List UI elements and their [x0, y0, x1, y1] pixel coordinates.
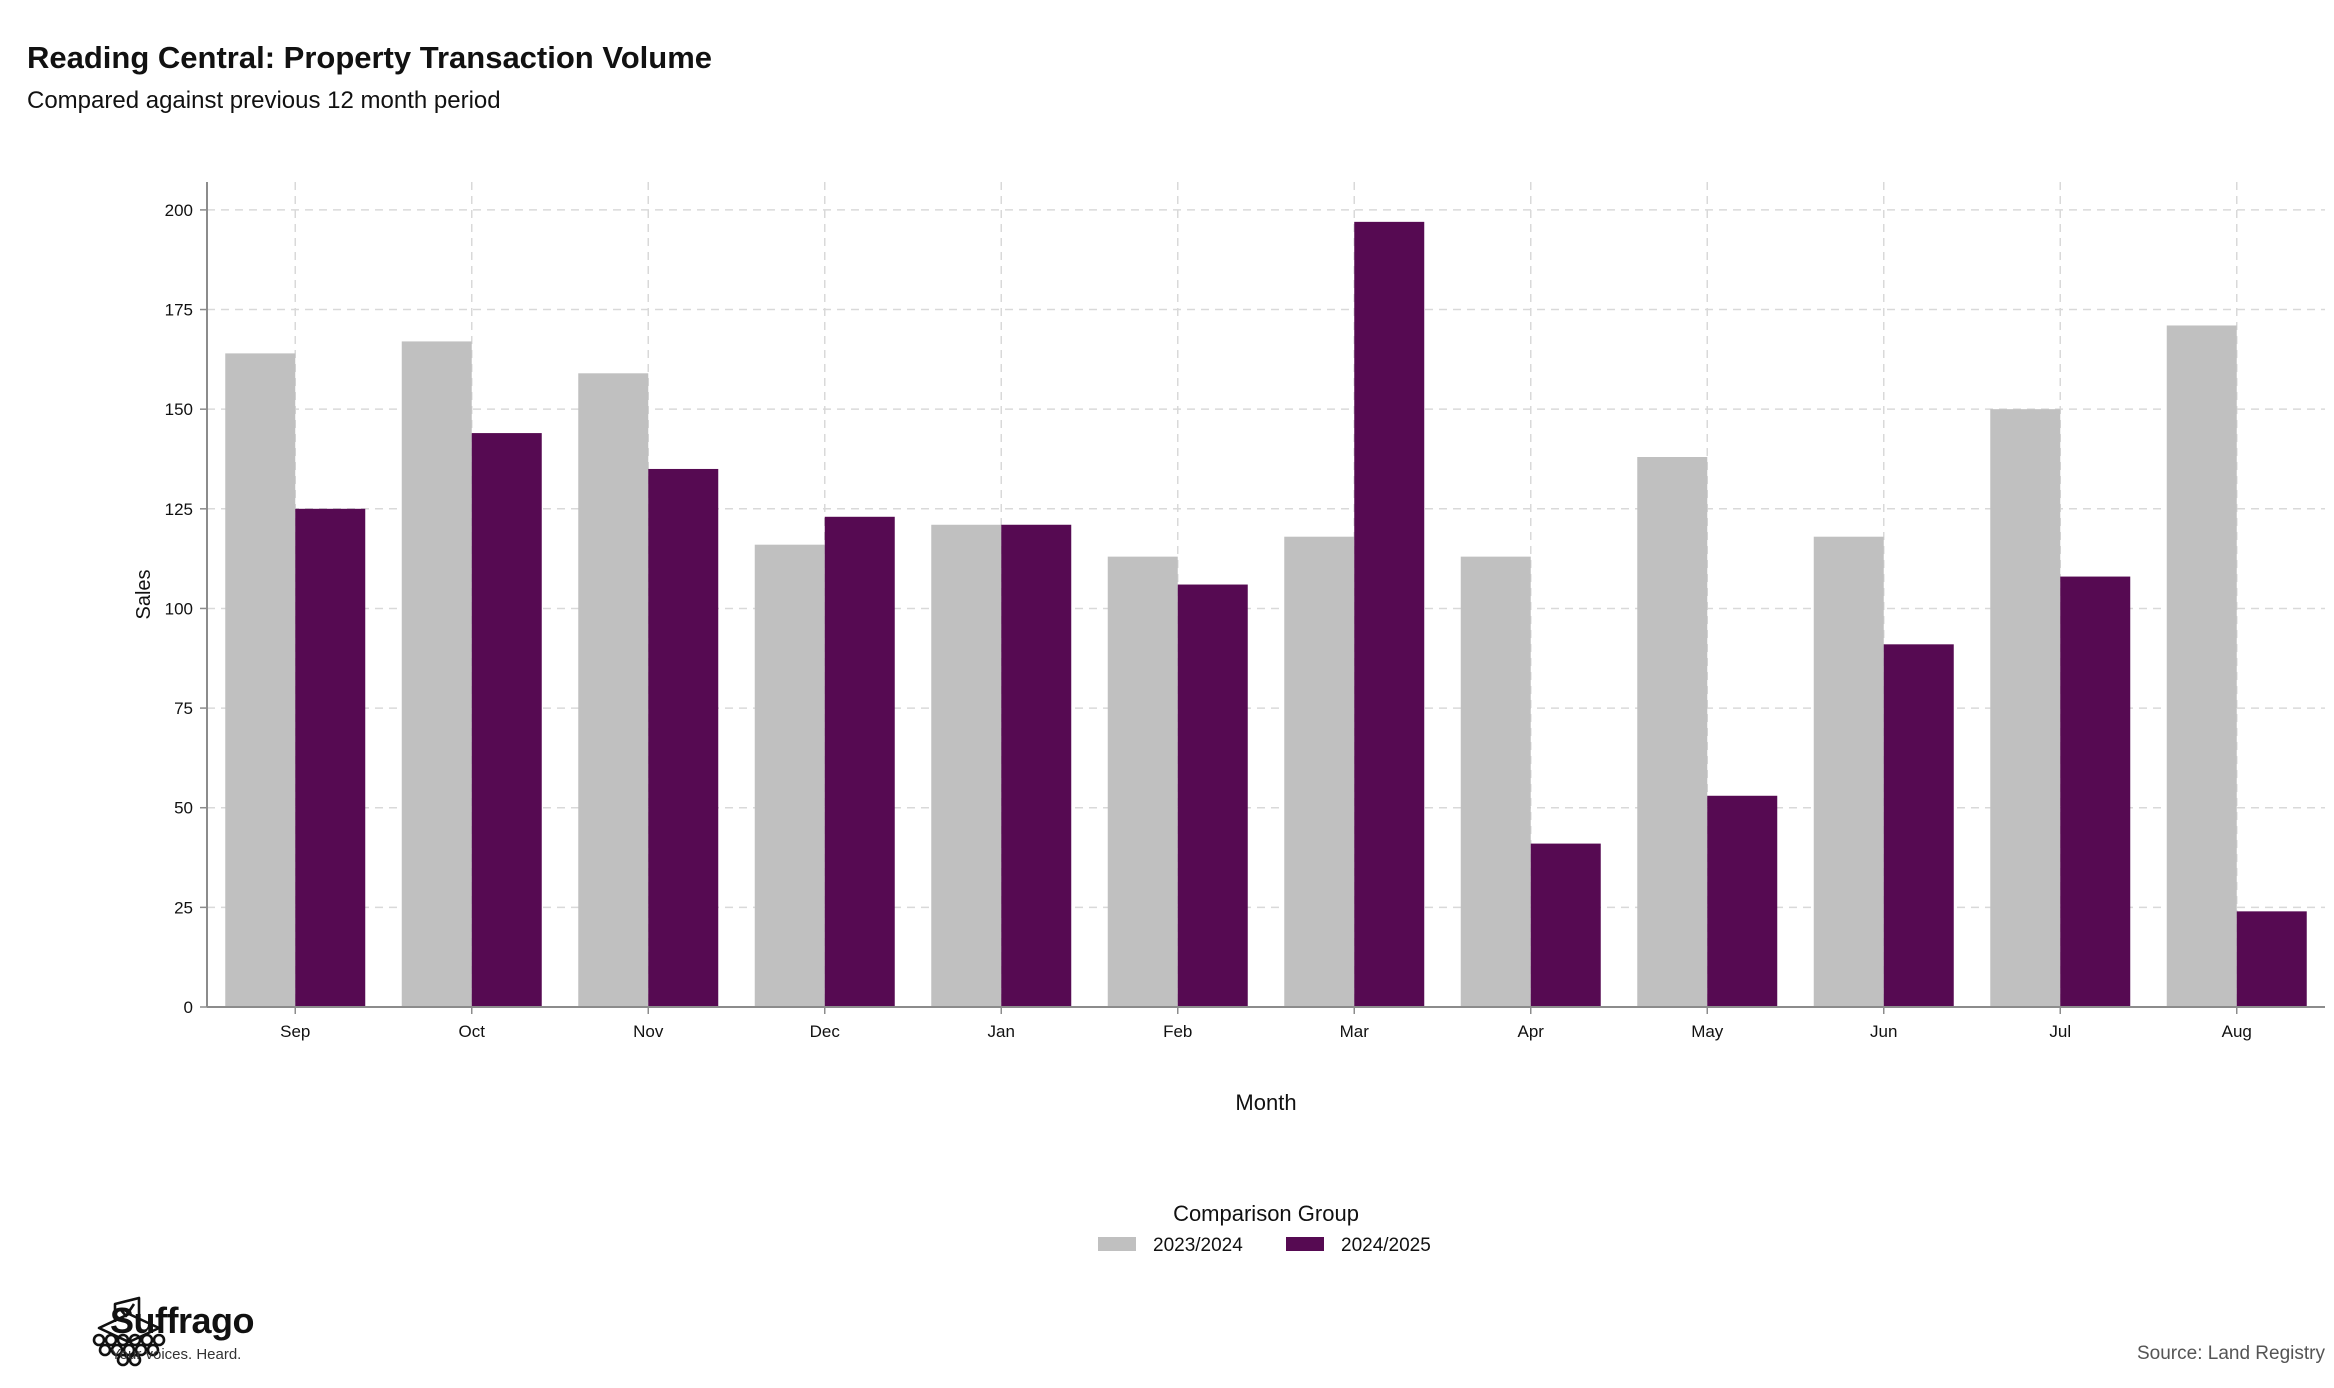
x-tick-label: May [1691, 1022, 1724, 1041]
bar-2023-2024 [401, 341, 472, 1007]
bar-2023-2024 [754, 544, 825, 1007]
bar-chart: 0 25 50 75 100 125 150 175 200 Sep Oct Nov Dec Jan Feb… [133, 182, 2325, 1256]
bar-2023-2024 [1813, 536, 1884, 1007]
bar-2023-2024 [225, 353, 296, 1007]
bar-2023-2024 [1460, 556, 1531, 1007]
brand-tagline: Your voices. Heard. [111, 1346, 242, 1363]
legend-title: Comparison Group [1173, 1201, 1359, 1226]
bar-2024-2025 [1001, 524, 1072, 1007]
brand-name: Suffrago [110, 1300, 255, 1341]
y-tick-label: 50 [174, 799, 193, 818]
bar-2023-2024 [1107, 556, 1178, 1007]
x-tick-label: Nov [633, 1022, 664, 1041]
x-tick-label: Dec [810, 1022, 841, 1041]
x-tick-label: Apr [1518, 1022, 1545, 1041]
bar-2024-2025 [1354, 221, 1425, 1007]
bar-2024-2025 [295, 508, 366, 1007]
bar-2023-2024 [931, 524, 1002, 1007]
chart-title: Reading Central: Property Transaction Vo… [27, 40, 713, 75]
y-tick-label: 125 [165, 500, 193, 519]
y-tick-label: 175 [165, 301, 193, 320]
x-tick-label: Feb [1163, 1022, 1192, 1041]
bar-2024-2025 [1177, 584, 1248, 1007]
bar-2024-2025 [1530, 843, 1601, 1007]
ballot-box-logo-icon [92, 1296, 166, 1367]
x-tick-label: Mar [1340, 1022, 1370, 1041]
x-tick-label: Sep [280, 1022, 310, 1041]
x-tick-label: Jan [988, 1022, 1015, 1041]
x-tick-label: Jun [1870, 1022, 1897, 1041]
bar-2024-2025 [824, 516, 895, 1007]
x-tick-label: Jul [2049, 1022, 2071, 1041]
y-tick-label: 25 [174, 898, 193, 917]
bar-2024-2025 [2060, 576, 2131, 1007]
y-tick-label: 200 [165, 201, 193, 220]
bar-2024-2025 [471, 433, 542, 1008]
x-tick-label: Oct [459, 1022, 486, 1041]
bar-2023-2024 [578, 373, 649, 1008]
chart-subtitle: Compared against previous 12 month perio… [27, 87, 501, 114]
bar-2024-2025 [648, 468, 719, 1007]
y-tick-label: 75 [174, 699, 193, 718]
bar-2023-2024 [1990, 409, 2061, 1007]
bar-2024-2025 [2236, 911, 2307, 1007]
bar-2023-2024 [1284, 536, 1355, 1007]
y-tick-label: 0 [184, 998, 193, 1017]
x-tick-label: Aug [2222, 1022, 2252, 1041]
y-tick-label: 100 [165, 599, 193, 618]
bar-2023-2024 [1637, 457, 1708, 1007]
legend-swatch [1098, 1237, 1136, 1251]
legend-label: 2023/2024 [1153, 1235, 1243, 1256]
source-note: Source: Land Registry [2137, 1343, 2325, 1364]
bar-2023-2024 [2166, 325, 2237, 1007]
x-axis-title: Month [1235, 1090, 1296, 1115]
bar-2024-2025 [1707, 795, 1778, 1007]
y-axis-title: Sales [133, 569, 155, 619]
legend-label: 2024/2025 [1341, 1235, 1431, 1256]
bar-2024-2025 [1883, 644, 1954, 1007]
legend-swatch [1286, 1237, 1324, 1251]
y-tick-label: 150 [165, 400, 193, 419]
